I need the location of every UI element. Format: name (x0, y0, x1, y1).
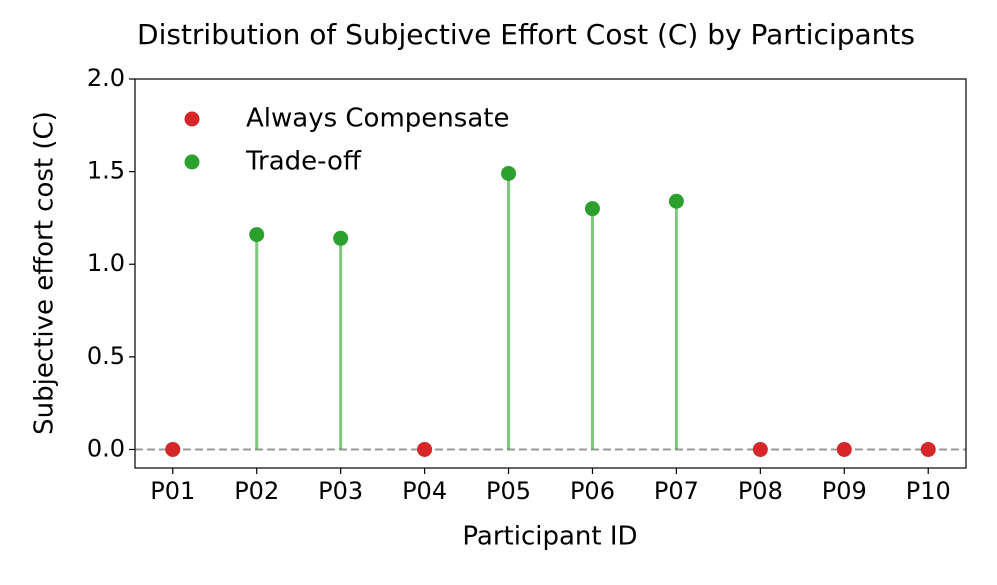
marker (584, 201, 600, 217)
plot-frame (134, 78, 967, 469)
marker (752, 441, 768, 457)
x-tick-label: P05 (486, 477, 531, 505)
y-tick-label: 1.5 (87, 157, 125, 185)
y-tick-label: 2.0 (87, 64, 125, 92)
y-axis-label: Subjective effort cost (C) (30, 111, 60, 435)
marker (836, 441, 852, 457)
marker (333, 230, 349, 246)
x-tick-label: P10 (906, 477, 951, 505)
y-tick-label: 0.0 (87, 434, 125, 462)
marker (165, 441, 181, 457)
x-tick-label: P03 (318, 477, 363, 505)
x-tick-label: P09 (822, 477, 867, 505)
legend-marker (184, 111, 200, 127)
marker (501, 165, 517, 181)
y-tick-label: 1.0 (87, 249, 125, 277)
legend-label: Trade-off (245, 147, 362, 177)
legend-label: Always Compensate (246, 104, 509, 134)
x-tick-label: P06 (570, 477, 615, 505)
marker (920, 441, 936, 457)
marker (249, 227, 265, 243)
chart-title: Distribution of Subjective Effort Cost (… (137, 18, 915, 51)
marker (668, 193, 684, 209)
x-axis-label: Participant ID (462, 522, 637, 552)
marker (417, 441, 433, 457)
y-tick-label: 0.5 (87, 342, 125, 370)
x-tick-label: P02 (234, 477, 279, 505)
x-tick-label: P08 (738, 477, 783, 505)
x-tick-label: P04 (402, 477, 447, 505)
legend-marker (184, 154, 200, 170)
x-tick-label: P07 (654, 477, 699, 505)
x-tick-label: P01 (150, 477, 195, 505)
